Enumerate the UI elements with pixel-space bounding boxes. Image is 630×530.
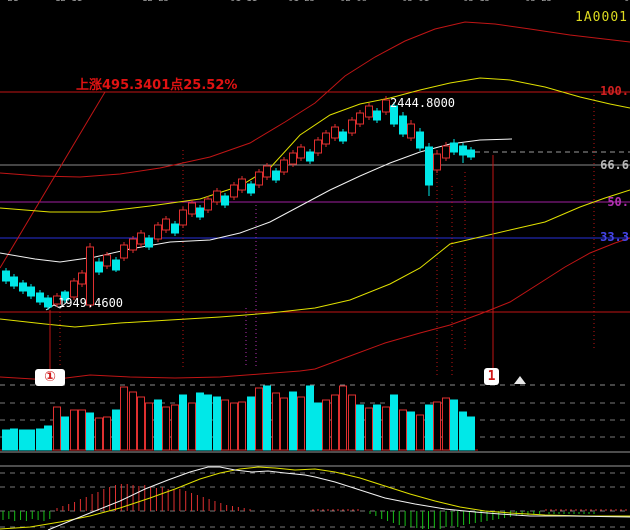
horizontal-lines-layer: [0, 91, 630, 528]
retracement-level-label: 100.: [600, 84, 629, 98]
date-axis-label: 12-25: [142, 0, 169, 4]
trendline-layer: [0, 91, 106, 269]
rise-annotation: 上涨495.3401点25.52%: [76, 78, 238, 93]
date-axis-label: 12-11: [55, 0, 82, 4]
macd-layer: [0, 466, 630, 530]
band-curves-layer: [0, 21, 630, 381]
symbol-label: 1A0001: [575, 10, 628, 25]
date-axis-label: 03-25: [525, 0, 552, 4]
annotation-marker-1[interactable]: 1: [484, 368, 499, 385]
volume-layer: [2, 385, 475, 451]
candles-layer: [2, 96, 475, 310]
date-axis-label: 02-08: [340, 0, 367, 4]
retracement-level-label: 66.6: [600, 158, 629, 172]
date-axis-label: 03-01: [402, 0, 429, 4]
date-axis-label: 01-25: [288, 0, 315, 4]
solid-vertical-lines-layer: [49, 155, 494, 371]
date-axis-label: 0: [624, 0, 629, 4]
date-axis-label: 01-11: [230, 0, 257, 4]
retracement-level-label: 33.3: [600, 230, 629, 244]
date-axis-label: -21: [2, 0, 18, 4]
triangle-marker-icon[interactable]: [514, 376, 526, 384]
low-price-label: 1949.4600: [58, 296, 124, 310]
date-axis-label: 03-15: [463, 0, 490, 4]
annotation-marker-circle-1[interactable]: ①: [35, 369, 65, 386]
peak-price-label: 2444.8000: [390, 96, 456, 110]
dotted-vertical-lines-layer: [59, 95, 595, 378]
retracement-level-label: 50.: [607, 195, 629, 209]
